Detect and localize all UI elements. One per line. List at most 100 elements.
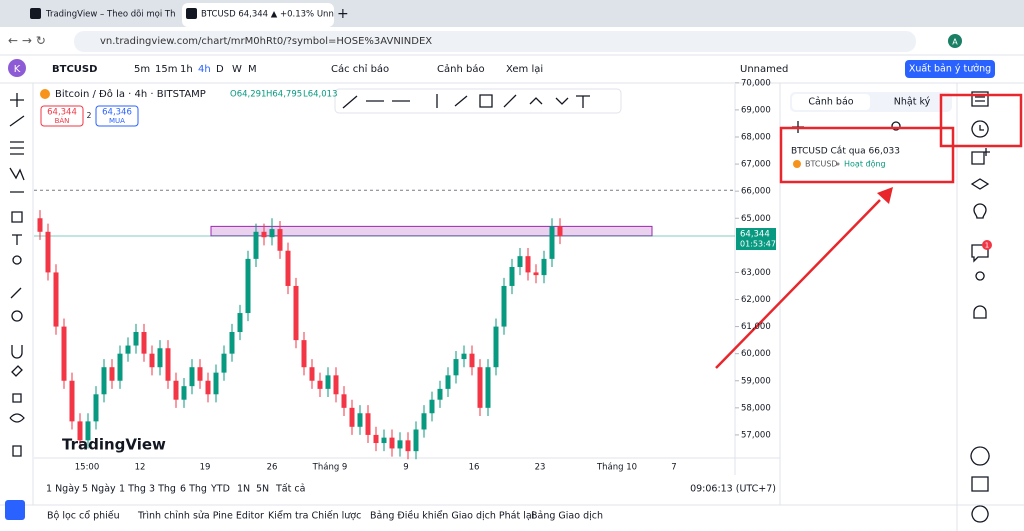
interval[interactable]: D — [216, 64, 224, 75]
tab[interactable] — [26, 3, 178, 27]
bottom-tab[interactable]: Bộ lọc cổ phiếu — [47, 511, 120, 522]
interval[interactable]: M — [248, 64, 257, 75]
range-button[interactable]: 6 Thg — [180, 484, 207, 495]
panel-tab[interactable]: Cảnh báo — [808, 97, 853, 108]
y-tick-label: 69,000 — [741, 105, 771, 115]
nav-buttons[interactable]: ← → ↻ — [8, 34, 46, 48]
notification-count: 1 — [985, 242, 989, 250]
interval[interactable]: 5m — [134, 64, 150, 75]
candle-body — [77, 421, 83, 441]
chart-title[interactable]: Bitcoin / Đô la · 4h · BITSTAMP — [55, 88, 206, 100]
range-button[interactable]: 1 Ngày — [46, 484, 80, 495]
candle-body — [525, 256, 531, 273]
symbol-icon — [40, 89, 50, 99]
candle-body — [269, 229, 275, 238]
candle-body — [445, 375, 451, 389]
avatar[interactable] — [8, 59, 26, 77]
candle-body — [549, 226, 555, 259]
range-button[interactable]: 1N — [237, 484, 250, 495]
candle-body — [381, 437, 387, 444]
candle-body — [333, 375, 339, 395]
bottom-tab[interactable]: Bảng Điều khiển Giao dịch Phát lại — [370, 511, 534, 522]
candle-body — [253, 231, 259, 259]
candle-body — [541, 258, 547, 276]
candle-body — [365, 413, 371, 435]
drawing-floating-toolbar[interactable] — [334, 88, 622, 114]
candle-body — [245, 258, 251, 314]
last-price-tag — [736, 228, 776, 251]
range-button[interactable]: 1 Thg — [119, 484, 146, 495]
tab-active[interactable] — [182, 3, 334, 27]
candle-body — [477, 367, 483, 408]
x-tick-label: 19 — [200, 463, 211, 473]
sell-button[interactable] — [40, 105, 84, 127]
range-button[interactable]: YTD — [210, 484, 230, 495]
range-button[interactable]: 5N — [256, 484, 269, 495]
candle-body — [469, 353, 475, 368]
publish-label[interactable]: Xuất bản ý tưởng — [909, 64, 991, 75]
candle-body — [189, 367, 195, 387]
candle-body — [213, 372, 219, 395]
alert-button[interactable]: Cảnh báo — [437, 63, 485, 75]
buy-button[interactable] — [95, 105, 139, 127]
bottom-tab[interactable]: Bảng Giao dịch — [531, 511, 603, 522]
candle-body — [53, 272, 59, 327]
publish-button[interactable] — [905, 60, 995, 78]
symbol-search[interactable]: BTCUSD — [52, 64, 97, 75]
drawing-tool-icons[interactable] — [342, 94, 590, 109]
candle-body — [101, 367, 107, 395]
range-button[interactable]: 3 Thg — [149, 484, 176, 495]
candle-body — [45, 231, 51, 273]
interval[interactable]: 4h — [198, 64, 211, 75]
candle-body — [133, 332, 139, 346]
candle-body — [277, 229, 283, 251]
ohlc-value: H64,795 — [266, 90, 302, 100]
tab-title: TradingView – Theo dõi mọi Th — [45, 10, 176, 20]
profile[interactable] — [948, 34, 962, 48]
candle-body — [325, 375, 331, 389]
alert-title[interactable]: BTCUSD Cắt qua 66,033 — [791, 146, 900, 157]
interval[interactable]: 15m — [155, 64, 177, 75]
drawing-tools[interactable] — [9, 93, 25, 457]
candle-body — [37, 218, 43, 232]
candle-body — [317, 380, 323, 389]
ohlc-value: L64,013 — [303, 90, 337, 100]
candle-body — [509, 267, 515, 286]
profile-initial: A — [952, 38, 958, 47]
candle-body — [85, 421, 91, 441]
new-tab[interactable]: + — [337, 6, 349, 22]
range-button[interactable]: Tất cả — [275, 484, 305, 495]
candle-body — [229, 332, 235, 354]
chart-pane[interactable] — [34, 84, 735, 458]
range-button[interactable]: 5 Ngày — [82, 484, 116, 495]
bottom-tab[interactable]: Trình chỉnh sửa Pine Editor — [137, 511, 264, 522]
address-bar[interactable] — [74, 31, 916, 52]
candle-body — [373, 434, 379, 444]
buy-price: 64,346 — [102, 108, 132, 118]
interval[interactable]: 1h — [180, 64, 193, 75]
star-button[interactable] — [5, 500, 25, 520]
last-price-label: 64,344 — [740, 230, 770, 240]
panel-tab-active[interactable] — [792, 94, 870, 110]
candle-body — [397, 440, 403, 449]
panel-tab[interactable]: Nhật ký — [894, 97, 931, 108]
sidebar-icons[interactable] — [970, 91, 990, 523]
candle-body — [109, 367, 115, 381]
candle-body — [349, 407, 355, 427]
y-tick-label: 57,000 — [741, 430, 771, 440]
layout-name[interactable]: Unnamed — [740, 64, 788, 75]
ohlc-value: O64,291 — [230, 90, 266, 100]
x-tick-label: 9 — [403, 463, 408, 473]
candle-body — [61, 326, 67, 381]
url[interactable]: vn.tradingview.com/chart/mrM0hRt0/?symbo… — [100, 36, 432, 47]
annotation-arrowhead — [877, 187, 893, 204]
y-tick-label: 70,000 — [741, 78, 771, 88]
candle-body — [205, 380, 211, 395]
candle-body — [485, 367, 491, 408]
replay-button[interactable]: Xem lại — [506, 64, 543, 75]
interval[interactable]: W — [232, 64, 242, 75]
y-tick-label: 62,000 — [741, 295, 771, 305]
indicators-button[interactable]: Các chỉ báo — [331, 63, 389, 75]
bottom-tab[interactable]: Kiểm tra Chiến lược — [268, 511, 361, 522]
